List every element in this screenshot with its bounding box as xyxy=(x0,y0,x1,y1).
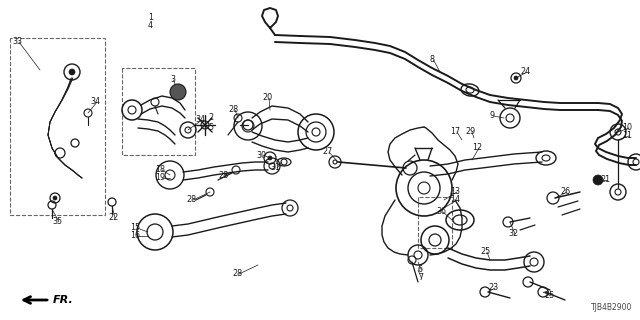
Circle shape xyxy=(170,84,186,100)
Text: FR.: FR. xyxy=(53,295,74,305)
Text: 11: 11 xyxy=(622,132,632,140)
Circle shape xyxy=(593,175,603,185)
Text: 10: 10 xyxy=(622,124,632,132)
Text: 1: 1 xyxy=(148,13,153,22)
Text: 28: 28 xyxy=(232,269,242,278)
Text: 7: 7 xyxy=(418,274,423,283)
Text: 25: 25 xyxy=(480,247,490,257)
Text: 13: 13 xyxy=(450,188,460,196)
Text: 19: 19 xyxy=(155,173,165,182)
Text: 14: 14 xyxy=(450,196,460,204)
Text: 28: 28 xyxy=(228,106,238,115)
Circle shape xyxy=(53,196,57,200)
Text: 33: 33 xyxy=(12,37,22,46)
Text: 34: 34 xyxy=(195,116,205,124)
Text: 31: 31 xyxy=(270,164,280,172)
Text: 4: 4 xyxy=(148,21,153,30)
Text: 28: 28 xyxy=(218,172,228,180)
Text: 3: 3 xyxy=(170,76,175,84)
Text: 26: 26 xyxy=(560,188,570,196)
Text: 35: 35 xyxy=(52,218,62,227)
Text: 36: 36 xyxy=(436,207,446,217)
Text: 18: 18 xyxy=(155,165,165,174)
Text: 23: 23 xyxy=(488,284,498,292)
Text: TJB4B2900: TJB4B2900 xyxy=(591,303,632,312)
Text: 27: 27 xyxy=(322,148,332,156)
Text: 22: 22 xyxy=(108,213,118,222)
Text: 2: 2 xyxy=(208,114,213,123)
Text: 12: 12 xyxy=(472,143,482,153)
Text: 24: 24 xyxy=(520,68,530,76)
Text: 16: 16 xyxy=(130,231,140,241)
Text: 29: 29 xyxy=(465,127,476,137)
Text: 25: 25 xyxy=(544,292,554,300)
Text: 20: 20 xyxy=(262,93,272,102)
Text: 9: 9 xyxy=(490,111,495,121)
Text: 32: 32 xyxy=(508,229,518,238)
Text: 5: 5 xyxy=(208,124,213,132)
Text: 6: 6 xyxy=(418,266,423,275)
Text: 8: 8 xyxy=(430,55,435,65)
Text: 28: 28 xyxy=(186,196,196,204)
Circle shape xyxy=(514,76,518,80)
Circle shape xyxy=(69,69,75,75)
Text: 34: 34 xyxy=(90,98,100,107)
Text: 15: 15 xyxy=(130,223,140,233)
Circle shape xyxy=(268,156,272,160)
Text: 17: 17 xyxy=(450,127,460,137)
Text: 21: 21 xyxy=(600,175,610,185)
Text: 30: 30 xyxy=(256,150,266,159)
